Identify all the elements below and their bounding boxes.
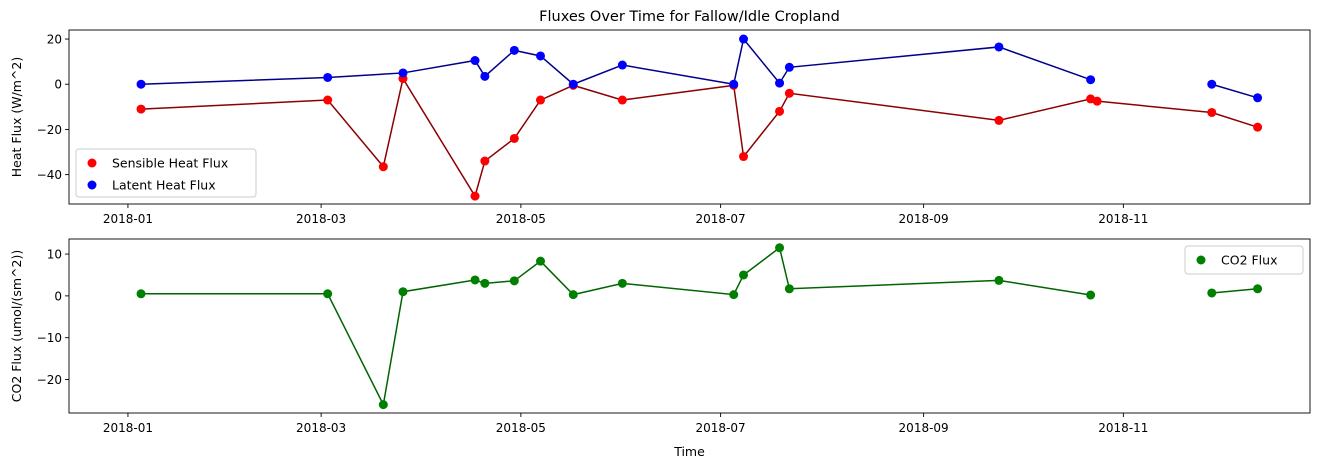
co2-series-0-point-4 — [470, 275, 480, 285]
heat-series-0-point-2 — [378, 162, 388, 172]
co2-series-0-point-0 — [136, 289, 146, 299]
heat-series-1-point-8 — [617, 60, 627, 70]
co2-chart: 2018-01 2018-03 2018-05 2018-07 2018-09 2018-… — [9, 238, 1311, 459]
co2-y-tick-label-0: 10 — [47, 248, 62, 262]
heat-series-0-point-12 — [775, 106, 785, 116]
co2-axes-frame — [68, 238, 1311, 414]
heat-y-axis-label: Heat Flux (W/m^2) — [9, 57, 24, 178]
heat-series-0-point-5 — [480, 156, 490, 166]
co2-series-0-point-7 — [536, 256, 546, 266]
heat-y-tick-label-0: 20 — [47, 33, 62, 47]
co2-series-0-point-5 — [480, 278, 490, 288]
heat-x-tick-label-1: 2018-03 — [296, 212, 346, 226]
heat-series-0-point-7 — [536, 95, 546, 105]
co2-series-0-point-11 — [739, 270, 749, 280]
heat-series-1-point-2 — [398, 68, 408, 78]
heat-y-tick-label-2: −20 — [37, 123, 62, 137]
co2-x-tick-label-2: 2018-05 — [496, 421, 546, 435]
heat-series-1-line-1 — [1211, 83, 1258, 99]
heat-series-0-point-14 — [994, 115, 1004, 125]
co2-series-0-line-1 — [1211, 288, 1258, 294]
co2-series-0-point-15 — [1086, 290, 1096, 300]
heat-series-1-line-0 — [141, 37, 1091, 86]
co2-series-0-point-13 — [784, 284, 794, 294]
heat-y-tick-label-1: 0 — [54, 78, 62, 92]
co2-series-0-point-3 — [398, 287, 408, 297]
heat-series-1-point-13 — [994, 42, 1004, 52]
heat-series-0-point-17 — [1207, 107, 1217, 117]
co2-x-tick-label-1: 2018-03 — [296, 421, 346, 435]
heat-series-1-point-10 — [739, 34, 749, 44]
heat-chart-title: Fluxes Over Time for Fallow/Idle Croplan… — [539, 9, 840, 25]
heat-series-0-point-11 — [739, 152, 749, 162]
heat-series-1-point-11 — [775, 78, 785, 88]
heat-x-tick-label-3: 2018-07 — [696, 212, 746, 226]
heat-series-1-point-0 — [136, 79, 146, 89]
co2-y-tick-label-3: −20 — [37, 373, 62, 387]
co2-series-0-point-10 — [729, 290, 739, 300]
co2-series-0-point-2 — [378, 400, 388, 410]
heat-series-1-point-9 — [729, 79, 739, 89]
heat-series-1-point-16 — [1253, 93, 1263, 103]
heat-series-0-point-1 — [323, 95, 333, 105]
co2-x-tick-label-4: 2018-09 — [899, 421, 949, 435]
co2-x-axis-label: Time — [673, 444, 705, 459]
heat-series-0-point-6 — [509, 133, 519, 143]
heat-series-1-point-1 — [323, 72, 333, 82]
heat-legend-marker-1 — [87, 180, 97, 190]
heat-x-tick-label-2: 2018-05 — [496, 212, 546, 226]
co2-series-0-point-17 — [1253, 284, 1263, 294]
co2-legend-box — [1184, 245, 1304, 275]
heat-series-0-point-13 — [784, 88, 794, 98]
co2-y-tick-label-1: 0 — [54, 289, 62, 303]
heat-series-1-point-5 — [509, 45, 519, 55]
heat-chart: 2018-01 2018-03 2018-05 2018-07 2018-09 2018-… — [9, 9, 1311, 226]
heat-series-1-point-12 — [784, 62, 794, 72]
co2-series-0-point-14 — [994, 275, 1004, 285]
co2-x-tick-label-0: 2018-01 — [103, 421, 153, 435]
heat-x-tick-label-4: 2018-09 — [899, 212, 949, 226]
heat-series-1-point-4 — [480, 71, 490, 81]
heat-axes-frame — [68, 29, 1311, 205]
co2-series-0-point-9 — [617, 278, 627, 288]
heat-series-1-point-3 — [470, 56, 480, 66]
co2-series-0-point-6 — [509, 276, 519, 286]
heat-legend-label-0: Sensible Heat Flux — [112, 156, 228, 171]
co2-legend: CO2 Flux — [1184, 245, 1304, 275]
co2-y-axis-label: CO2 Flux (umol/(sm^2)) — [9, 250, 24, 403]
co2-y-tick-label-2: −10 — [37, 331, 62, 345]
co2-series-0-point-8 — [568, 290, 578, 300]
heat-legend-label-1: Latent Heat Flux — [112, 178, 216, 193]
heat-series-1-point-7 — [568, 79, 578, 89]
heat-x-tick-label-5: 2018-11 — [1098, 212, 1148, 226]
heat-series-1-point-15 — [1207, 79, 1217, 89]
co2-legend-label-0: CO2 Flux — [1221, 253, 1277, 268]
co2-series-0-line-0 — [141, 246, 1091, 407]
heat-x-tick-label-0: 2018-01 — [103, 212, 153, 226]
heat-series-0-point-9 — [617, 95, 627, 105]
heat-series-0-point-16 — [1092, 96, 1102, 106]
co2-series-0-point-1 — [323, 289, 333, 299]
heat-series-0-point-4 — [470, 191, 480, 201]
co2-series-0-point-16 — [1207, 288, 1217, 298]
heat-y-tick-label-3: −40 — [37, 168, 62, 182]
co2-x-tick-label-3: 2018-07 — [696, 421, 746, 435]
heat-legend-box — [75, 148, 257, 198]
co2-x-tick-label-5: 2018-11 — [1098, 421, 1148, 435]
heat-series-1-point-6 — [536, 51, 546, 61]
heat-series-0-point-0 — [136, 104, 146, 114]
heat-series-0-point-18 — [1253, 122, 1263, 132]
heat-series-1-point-14 — [1086, 75, 1096, 85]
co2-series-0-point-12 — [775, 243, 785, 253]
heat-legend-marker-0 — [87, 158, 97, 168]
co2-legend-marker-0 — [1196, 255, 1206, 265]
heat-legend: Sensible Heat Flux Latent Heat Flux — [75, 148, 257, 198]
